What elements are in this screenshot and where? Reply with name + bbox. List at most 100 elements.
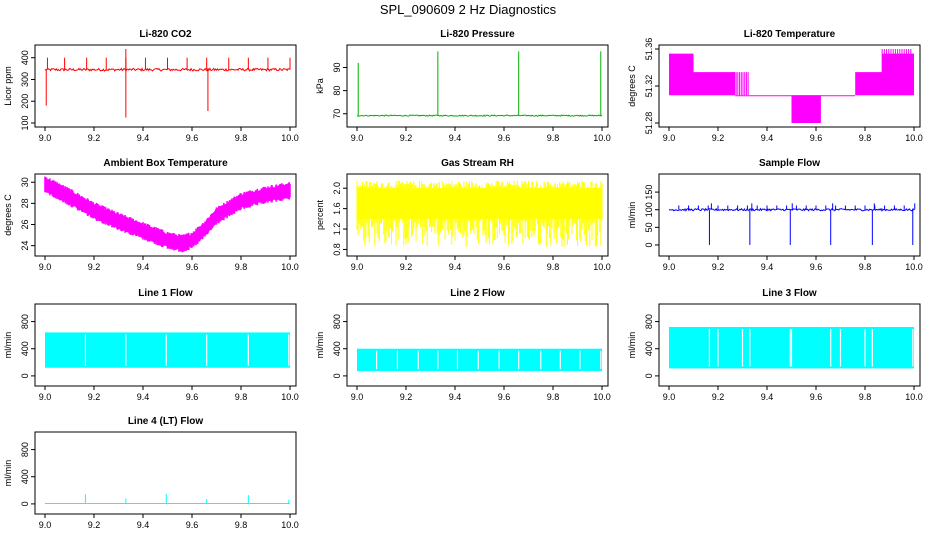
chart-panel-5: Gas Stream RH percent 9.0 9.2 9.4 9.6 9.8 10.0 0… (315, 158, 611, 272)
x-tick-label: 10.0 (905, 392, 923, 402)
x-tick-label: 9.2 (88, 520, 101, 530)
x-tick-label: 9.2 (712, 133, 725, 143)
plot-frame (346, 173, 609, 257)
x-tick-label: 9.0 (663, 133, 676, 143)
y-tick-label: 0 (644, 242, 654, 247)
x-tick-label: 10.0 (281, 262, 299, 272)
x-tick-label: 9.6 (810, 133, 823, 143)
x-tick-label: 9.2 (400, 392, 413, 402)
chart-panel-6: Sample Flow ml/min 9.0 9.2 9.4 9.6 9.8 10.0 0 50 1… (627, 158, 923, 272)
chart-title: Sample Flow (759, 158, 820, 169)
data-band (45, 332, 290, 368)
y-tick-label: 150 (644, 185, 654, 200)
y-tick-label: 200 (20, 94, 30, 109)
y-tick-label: 0 (644, 373, 654, 378)
plot-frame (34, 431, 297, 515)
y-axis-label: ml/min (3, 332, 13, 359)
x-tick-label: 9.2 (400, 133, 413, 143)
y-tick-label: 90 (332, 62, 342, 72)
y-axis-label: kPa (315, 78, 325, 94)
series-line (45, 493, 290, 505)
data-trace (668, 207, 915, 212)
x-tick-label: 9.6 (498, 133, 511, 143)
x-tick-label: 9.8 (859, 262, 872, 272)
x-tick-label: 9.6 (498, 392, 511, 402)
x-tick-label: 9.4 (137, 262, 150, 272)
y-tick-label: 100 (20, 115, 30, 130)
series-line (44, 176, 291, 253)
y-axis-label: percent (315, 199, 325, 230)
x-tick-label: 9.4 (761, 392, 774, 402)
x-tick-label: 9.0 (663, 392, 676, 402)
x-tick-label: 10.0 (281, 133, 299, 143)
x-tick-label: 9.6 (186, 392, 199, 402)
data-band (357, 348, 602, 372)
x-tick-label: 10.0 (281, 392, 299, 402)
x-tick-label: 9.0 (39, 520, 52, 530)
x-tick-label: 9.4 (137, 392, 150, 402)
chart-title: Line 2 Flow (450, 288, 505, 299)
series-line (44, 49, 291, 118)
y-tick-label: 0.8 (332, 243, 342, 256)
y-tick-label: 400 (644, 341, 654, 356)
series-line (356, 180, 603, 247)
y-tick-label: 2.0 (332, 182, 342, 195)
x-tick-label: 9.8 (859, 133, 872, 143)
y-tick-label: 0 (20, 373, 30, 378)
y-axis-label: ml/min (3, 460, 13, 487)
x-tick-label: 9.8 (235, 262, 248, 272)
x-tick-label: 9.2 (88, 262, 101, 272)
page-title: SPL_090609 2 Hz Diagnostics (379, 2, 557, 17)
y-axis-label: degrees C (3, 194, 13, 236)
chart-title: Li-820 Temperature (744, 29, 836, 40)
y-tick-label: 50 (644, 222, 654, 232)
y-tick-label: 400 (332, 341, 342, 356)
series-line (357, 348, 602, 372)
x-tick-label: 9.2 (88, 133, 101, 143)
chart-panel-8: Line 2 Flow ml/min 9.0 9.2 9.4 9.6 9.8 10.0 0 400… (315, 288, 611, 402)
chart-panel-4: Ambient Box Temperature degrees C 9.0 9.2 9.… (3, 158, 299, 272)
series-line (669, 49, 914, 123)
x-tick-label: 9.6 (186, 262, 199, 272)
y-tick-label: 300 (20, 72, 30, 87)
x-tick-label: 9.0 (351, 262, 364, 272)
chart-title: Line 3 Flow (762, 288, 817, 299)
y-tick-label: 51.28 (644, 112, 654, 135)
series-line (45, 332, 290, 368)
y-axis-label: degrees C (627, 65, 637, 107)
x-tick-label: 10.0 (593, 133, 611, 143)
y-tick-label: 26 (20, 220, 30, 230)
x-tick-label: 9.0 (39, 262, 52, 272)
x-tick-label: 9.2 (88, 392, 101, 402)
x-tick-label: 9.0 (663, 262, 676, 272)
chart-panel-10: Line 4 (LT) Flow ml/min 9.0 9.2 9.4 9.6 9.8 10.… (3, 416, 299, 530)
x-tick-label: 10.0 (593, 262, 611, 272)
chart-title: Line 4 (LT) Flow (128, 416, 204, 427)
y-tick-label: 1.2 (332, 223, 342, 236)
plot-frame (658, 303, 921, 387)
x-tick-label: 9.2 (712, 392, 725, 402)
x-tick-label: 9.8 (547, 133, 560, 143)
x-tick-label: 9.4 (761, 262, 774, 272)
x-tick-label: 9.8 (235, 520, 248, 530)
y-axis-label: ml/min (627, 332, 637, 359)
x-tick-label: 9.0 (351, 392, 364, 402)
plot-frame (346, 44, 609, 128)
x-tick-label: 9.0 (351, 133, 364, 143)
y-axis-label: Licor ppm (3, 66, 13, 106)
y-tick-label: 80 (332, 86, 342, 96)
y-axis-label: ml/min (315, 332, 325, 359)
y-tick-label: 1.6 (332, 202, 342, 215)
x-tick-label: 9.4 (449, 262, 462, 272)
x-tick-label: 9.8 (235, 133, 248, 143)
x-tick-label: 9.8 (235, 392, 248, 402)
data-band (791, 95, 821, 123)
x-tick-label: 9.6 (498, 262, 511, 272)
series-line (669, 327, 914, 369)
y-tick-label: 800 (20, 442, 30, 457)
y-tick-label: 800 (20, 314, 30, 329)
y-tick-label: 30 (20, 177, 30, 187)
x-tick-label: 9.8 (547, 392, 560, 402)
plot-frame (346, 303, 609, 387)
y-tick-label: 51.36 (644, 38, 654, 61)
